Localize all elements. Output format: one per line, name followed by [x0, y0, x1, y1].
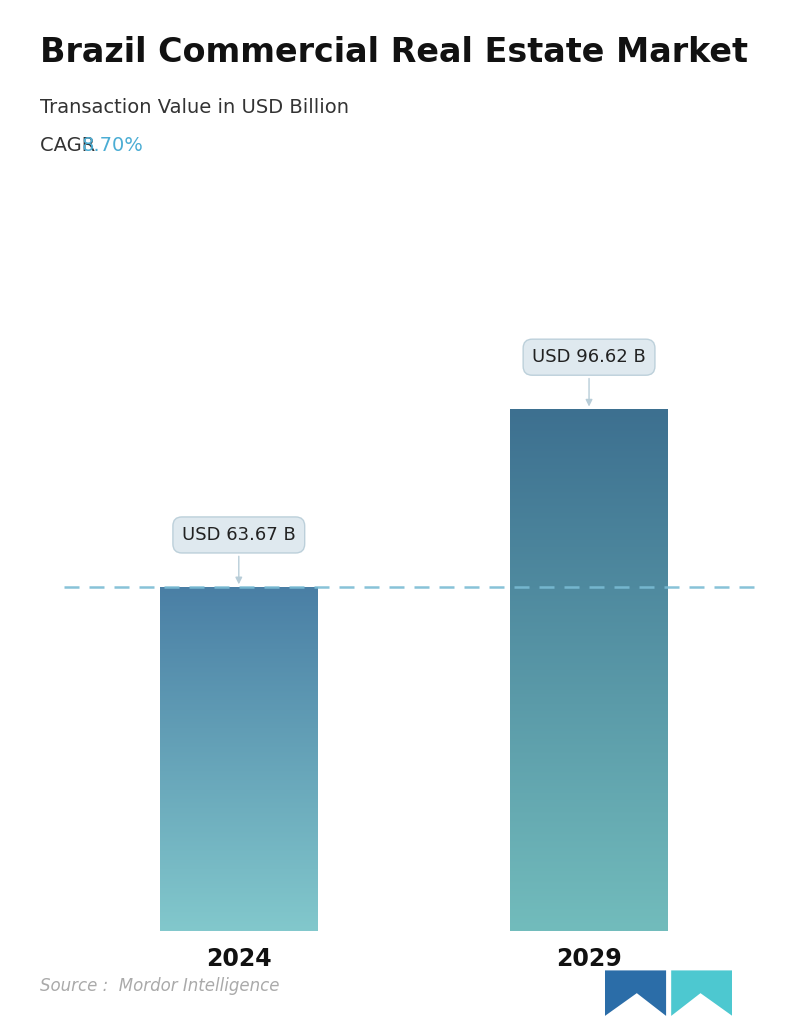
Polygon shape — [605, 970, 666, 1015]
Text: Transaction Value in USD Billion: Transaction Value in USD Billion — [40, 98, 349, 117]
Text: Brazil Commercial Real Estate Market: Brazil Commercial Real Estate Market — [40, 36, 747, 69]
Text: Source :  Mordor Intelligence: Source : Mordor Intelligence — [40, 977, 279, 995]
Polygon shape — [671, 970, 732, 1015]
Text: USD 63.67 B: USD 63.67 B — [182, 526, 295, 583]
Text: USD 96.62 B: USD 96.62 B — [533, 348, 646, 405]
Text: CAGR: CAGR — [40, 136, 101, 155]
Text: 8.70%: 8.70% — [81, 136, 143, 155]
